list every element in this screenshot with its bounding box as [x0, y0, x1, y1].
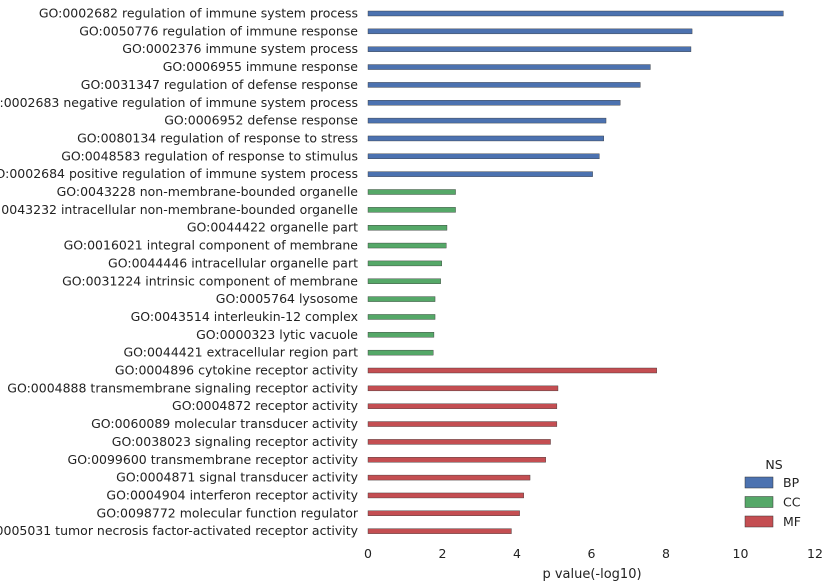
bar-mf [367, 528, 512, 534]
category-label: GO:0080134 regulation of response to str… [77, 130, 358, 145]
bar-mf [367, 474, 531, 481]
bar-bp [367, 135, 604, 142]
category-label: GO:0044422 organelle part [187, 220, 358, 235]
category-label: GO:0004888 transmembrane signaling recep… [7, 380, 358, 395]
bar-mf [367, 385, 559, 392]
category-label: GO:0005031 tumor necrosis factor-activat… [0, 523, 359, 538]
legend-label-cc: CC [783, 495, 801, 510]
category-label: GO:0044421 extracellular region part [123, 345, 358, 360]
category-label: GO:0031224 intrinsic component of membra… [62, 273, 358, 288]
bar-bp [367, 153, 600, 160]
bar-cc [367, 296, 436, 302]
x-tick-label: 8 [662, 546, 670, 561]
bar-mf [367, 439, 551, 445]
legend-swatch-bp [744, 476, 774, 489]
bar-mf [367, 510, 520, 516]
category-label: GO:0043514 interleukin-12 complex [131, 309, 358, 324]
x-tick-labels: 0 2 4 6 8 10 12 [364, 546, 823, 561]
bar-bp [367, 64, 651, 70]
legend: NS BP CC MF [744, 457, 801, 529]
x-axis-title: p value(-log10) [542, 567, 641, 582]
x-tick-label: 12 [807, 546, 823, 561]
bar-mf [367, 457, 546, 463]
bar-cc [367, 260, 442, 267]
category-label: GO:0060089 molecular transducer activity [91, 416, 359, 431]
bar-mf [367, 367, 657, 374]
category-label: GO:0038023 signaling receptor activity [112, 434, 359, 449]
bar-bp [367, 82, 641, 88]
bar-bp [367, 10, 784, 17]
bar-cc [367, 278, 441, 284]
bar-bp [367, 117, 607, 124]
legend-label-mf: MF [783, 514, 801, 529]
legend-label-bp: BP [783, 475, 800, 490]
category-label: GO:0002683 negative regulation of immune… [0, 95, 358, 110]
x-tick-label: 0 [364, 546, 372, 561]
category-label: GO:0050776 regulation of immune response [79, 23, 358, 38]
bar-cc [367, 332, 435, 338]
category-label: GO:0016021 integral component of membran… [64, 238, 359, 253]
bar-bp [367, 171, 593, 177]
bar-mf [367, 421, 558, 427]
bar-bp [367, 46, 692, 52]
category-label: GO:0002376 immune system process [122, 41, 358, 56]
x-tick-label: 2 [439, 546, 447, 561]
bar-group [367, 10, 784, 534]
x-tick-label: 4 [513, 546, 521, 561]
legend-swatch-cc [744, 496, 774, 508]
category-label: GO:0002684 positive regulation of immune… [0, 166, 358, 181]
bar-cc [367, 242, 447, 249]
x-tick-label: 10 [733, 546, 749, 561]
category-label: GO:0098772 molecular function regulator [97, 505, 359, 520]
category-label: GO:0004904 interferon receptor activity [106, 487, 358, 502]
category-label: GO:0044446 intracellular organelle part [108, 255, 358, 270]
category-label: GO:0099600 transmembrane receptor activi… [68, 452, 359, 467]
bar-cc [367, 224, 448, 231]
bar-cc [367, 189, 456, 195]
bar-bp [367, 100, 621, 106]
category-label: GO:0048583 regulation of response to sti… [61, 148, 358, 163]
legend-title: NS [765, 457, 782, 472]
category-label: GO:0002682 regulation of immune system p… [39, 6, 358, 21]
category-label: GO:0006955 immune response [163, 59, 359, 74]
bar-cc [367, 349, 434, 356]
category-label: GO:0043232 intracellular non-membrane-bo… [0, 202, 358, 217]
category-label: GO:0004872 receptor activity [172, 398, 359, 413]
category-label: GO:0000323 lytic vacuole [196, 327, 358, 342]
category-label: GO:0031347 regulation of defense respons… [81, 77, 359, 92]
legend-swatch-mf [744, 515, 774, 528]
category-label: GO:0006952 defense response [164, 113, 358, 128]
category-label: GO:0004896 cytokine receptor activity [115, 363, 359, 378]
category-labels: GO:0002682 regulation of immune system p… [0, 6, 359, 539]
bar-cc [367, 207, 456, 213]
category-label: GO:0005764 lysosome [216, 291, 359, 306]
category-label: GO:0004871 signal transducer activity [116, 470, 358, 485]
category-label: GO:0043228 non-membrane-bounded organell… [57, 184, 359, 199]
bar-bp [367, 28, 693, 35]
bar-cc [367, 314, 436, 320]
x-tick-label: 6 [588, 546, 596, 561]
bar-mf [367, 403, 558, 409]
bar-mf [367, 492, 524, 499]
